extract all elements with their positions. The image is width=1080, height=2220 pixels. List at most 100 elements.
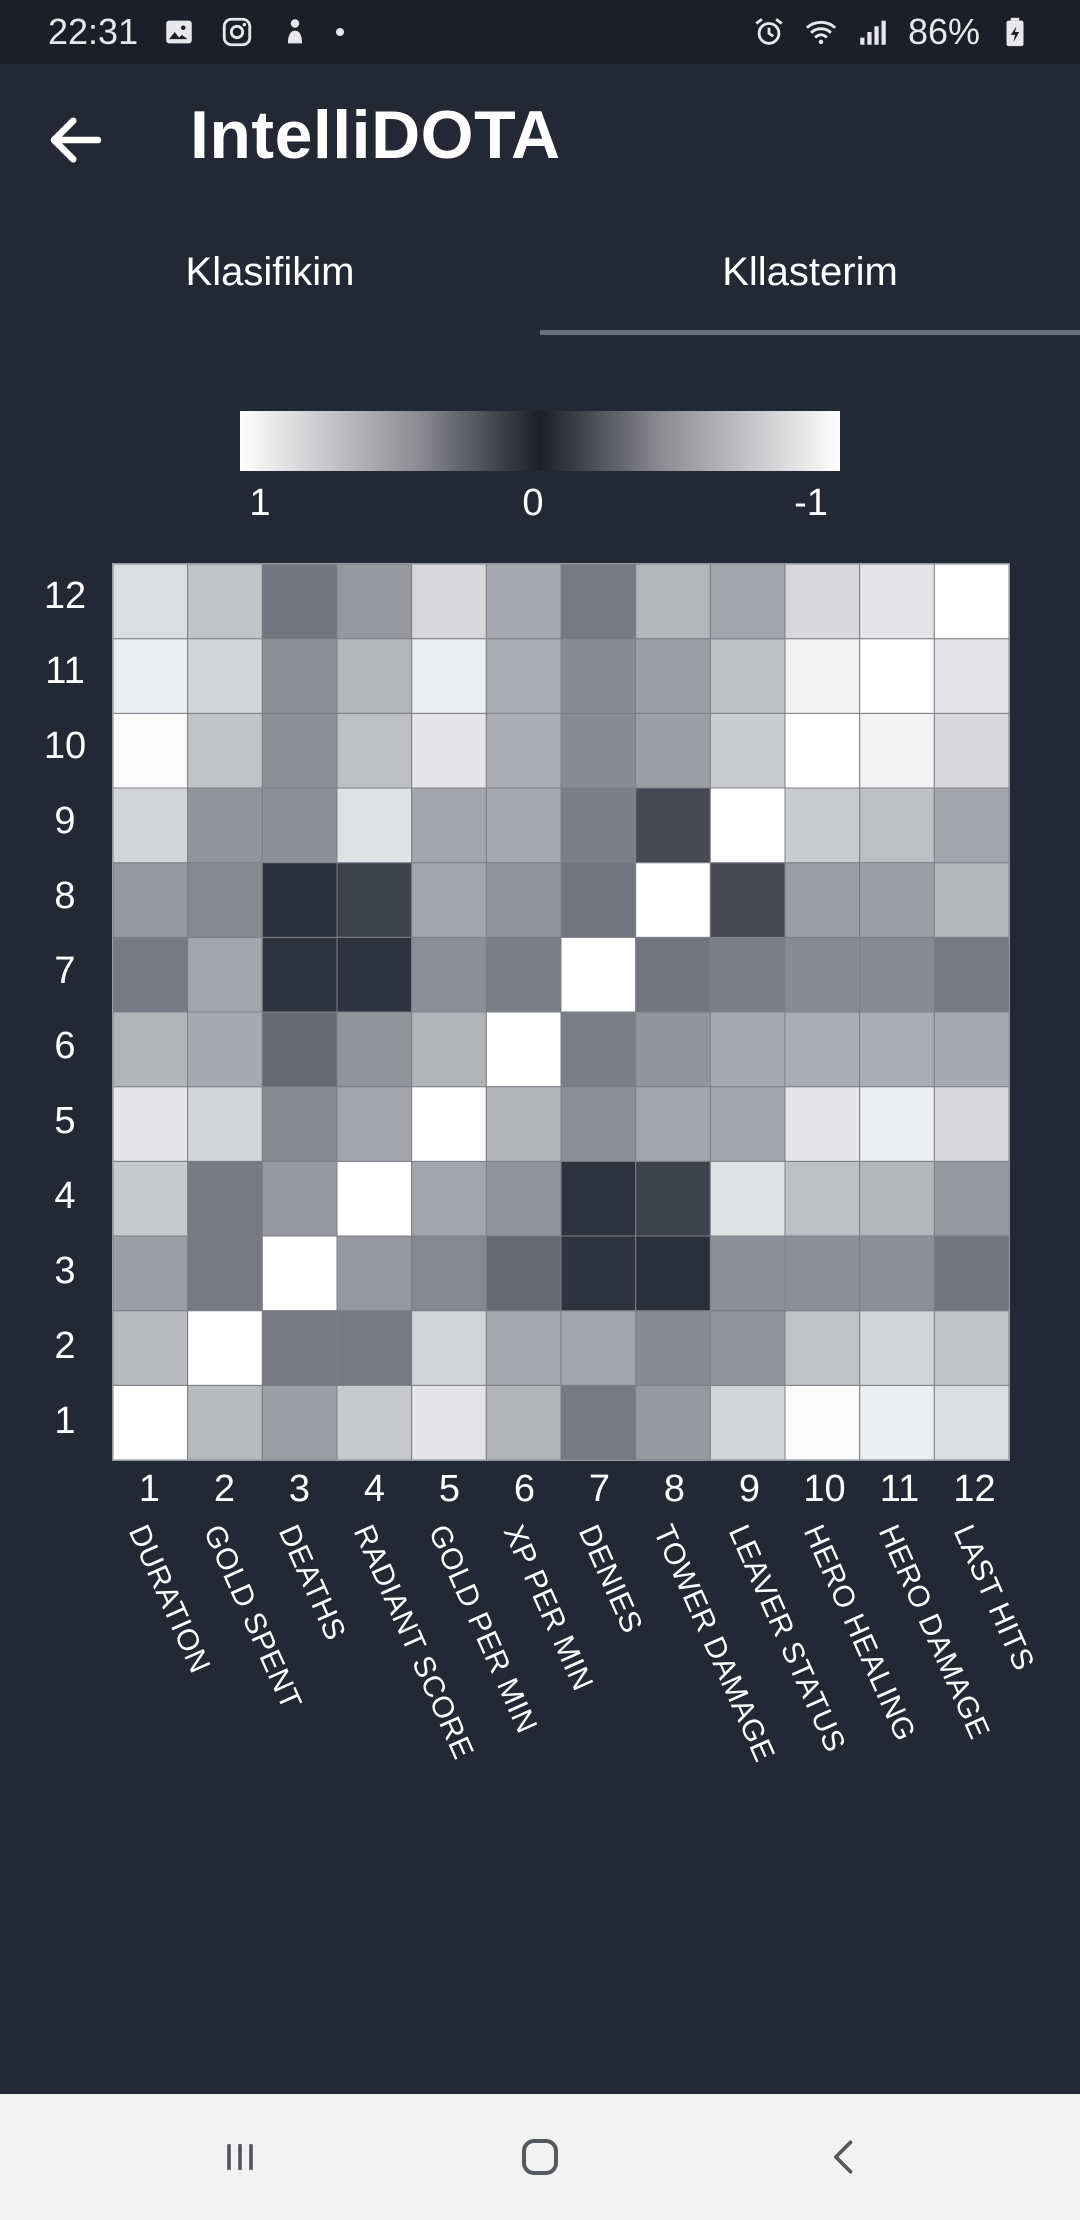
heatmap-cell: [709, 1235, 786, 1312]
tab-klasifikim[interactable]: Klasifikim: [185, 249, 355, 294]
heatmap-cell: [635, 1384, 711, 1460]
heatmap-cell: [560, 1011, 637, 1088]
heatmap-cell: [261, 564, 338, 640]
heatmap-cell: [113, 1086, 189, 1162]
x-tick-label: 10: [803, 1468, 846, 1510]
heatmap-cell: [709, 638, 786, 714]
heatmap-cell: [411, 1086, 487, 1162]
heatmap-cell: [709, 712, 786, 789]
tab-kllasterim[interactable]: Kllasterim: [722, 249, 898, 294]
heatmap-cell: [933, 1086, 1009, 1162]
heatmap-cell: [336, 638, 413, 714]
heatmap-cell: [187, 936, 263, 1013]
heatmap-cell: [411, 1011, 487, 1088]
x-tick-label: 1: [138, 1468, 161, 1510]
heatmap-cell: [113, 862, 189, 938]
heatmap-cell: [113, 712, 189, 789]
heatmap-cell: [859, 1310, 935, 1386]
heatmap-cell: [933, 564, 1009, 640]
heatmap-cell: [485, 638, 562, 714]
heatmap-cell: [336, 1235, 413, 1312]
heatmap-cell: [859, 1384, 935, 1460]
heatmap-cell: [709, 936, 786, 1013]
x-feature-name: DEATHS: [271, 1520, 352, 1646]
heatmap-cell: [709, 1160, 786, 1237]
heatmap-cell: [113, 1160, 189, 1237]
heatmap-cell: [859, 1011, 935, 1088]
heatmap-cell: [560, 1235, 637, 1312]
heatmap-cell: [261, 1086, 338, 1162]
heatmap-cell: [187, 638, 263, 714]
back-button[interactable]: [40, 104, 112, 176]
x-tick-label: 8: [663, 1468, 686, 1510]
heatmap-cell: [113, 564, 189, 640]
heatmap-cell: [261, 1310, 338, 1386]
x-tick-label: 7: [588, 1468, 611, 1510]
y-tick-label: 12: [43, 575, 87, 617]
heatmap-cell: [560, 1310, 637, 1386]
heatmap-cell: [187, 862, 263, 938]
y-tick-label: 10: [43, 725, 87, 767]
heatmap-cell: [485, 1310, 562, 1386]
heatmap-cell: [187, 1310, 263, 1386]
heatmap-cell: [933, 787, 1009, 864]
x-tick-label: 2: [213, 1468, 236, 1510]
heatmap-cell: [485, 787, 562, 864]
heatmap-cell: [635, 712, 711, 789]
heatmap-cell: [411, 712, 487, 789]
heatmap-cell: [187, 1160, 263, 1237]
heatmap-cell: [336, 862, 413, 938]
heatmap-cell: [113, 787, 189, 864]
more-notifications-dot: [336, 28, 345, 36]
heatmap-cell: [336, 1011, 413, 1088]
color-scale-bar: [240, 411, 840, 471]
heatmap-cell: [187, 564, 263, 640]
heatmap-cell: [859, 712, 935, 789]
heatmap-cell: [336, 1310, 413, 1386]
heatmap-cell: [859, 1235, 935, 1312]
heatmap-cell: [560, 564, 637, 640]
heatmap-cell: [859, 564, 935, 640]
x-tick-label: 4: [363, 1468, 386, 1510]
page-title: IntelliDOTA: [190, 97, 561, 173]
y-tick-label: 11: [45, 650, 85, 692]
signal-icon: [856, 15, 890, 49]
heatmap-cell: [187, 712, 263, 789]
color-scale-label-max: 1: [249, 482, 271, 524]
heatmap-cell: [411, 638, 487, 714]
gallery-icon: [162, 15, 196, 49]
x-tick-label: 12: [953, 1468, 996, 1510]
heatmap-cell: [859, 862, 935, 938]
heatmap-cell: [411, 862, 487, 938]
heatmap-cell: [261, 1160, 338, 1237]
back-icon: [834, 2140, 853, 2174]
heatmap-cell: [187, 1384, 263, 1460]
heatmap-cell: [784, 862, 861, 938]
y-tick-label: 9: [54, 800, 76, 842]
heatmap-cell: [485, 862, 562, 938]
heatmap-cell: [709, 1384, 786, 1460]
heatmap-cell: [560, 712, 637, 789]
heatmap-cell: [709, 564, 786, 640]
wifi-icon: [804, 15, 838, 49]
heatmap-cell: [560, 1160, 637, 1237]
heatmap-cell: [485, 1086, 562, 1162]
heatmap-cell: [113, 638, 189, 714]
nav-back-button[interactable]: [805, 2122, 885, 2192]
heatmap-cell: [933, 1384, 1009, 1460]
heatmap-cell: [635, 936, 711, 1013]
heatmap-cell: [411, 564, 487, 640]
heatmap-cell: [933, 862, 1009, 938]
y-tick-label: 2: [54, 1325, 76, 1367]
heatmap-cell: [485, 1160, 562, 1237]
home-button[interactable]: [500, 2122, 580, 2192]
tab-selected-indicator: [540, 330, 1080, 335]
heatmap-cell: [485, 1011, 562, 1088]
heatmap-cell: [635, 862, 711, 938]
heatmap-cell: [261, 1235, 338, 1312]
heatmap-cell: [485, 564, 562, 640]
color-scale-label-min: -1: [794, 482, 828, 524]
heatmap-cell: [411, 787, 487, 864]
arrow-left-icon: [50, 117, 102, 163]
recent-apps-button[interactable]: [200, 2122, 280, 2192]
